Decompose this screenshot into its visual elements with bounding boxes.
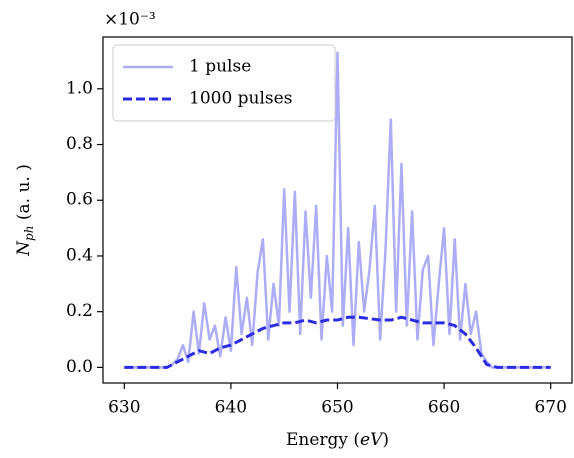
y-label-part: ph (22, 226, 36, 241)
y-tick-label: 0.2 (66, 301, 93, 321)
x-label-part: ) (382, 430, 389, 450)
offset-text: ×10⁻³ (104, 10, 156, 30)
x-tick-label: 630 (108, 398, 140, 418)
series-line (124, 315, 551, 369)
y-tick-label: 0.6 (66, 190, 93, 210)
x-tick-label: 640 (215, 398, 247, 418)
x-tick-label: 650 (321, 398, 353, 418)
series-line (124, 51, 551, 369)
legend-label: 1000 pulses (189, 89, 292, 109)
legend-label: 1 pulse (189, 57, 251, 77)
x-tick-label: 670 (534, 398, 566, 418)
y-tick-label: 0.4 (66, 245, 93, 265)
y-axis-label: Nph (a. u. ) (14, 164, 36, 257)
y-tick-label: 0.0 (66, 357, 93, 377)
x-label-part: Energy ( (286, 430, 360, 450)
x-label-part: eV (360, 430, 384, 450)
y-tick-label: 1.0 (66, 78, 93, 98)
legend-box (112, 44, 336, 122)
y-tick-label: 0.8 (66, 134, 93, 154)
y-label-part: N (14, 240, 34, 257)
x-tick-label: 660 (428, 398, 460, 418)
y-label-part: (a. u. ) (14, 164, 34, 225)
x-axis-label: Energy (eV) (286, 430, 389, 450)
